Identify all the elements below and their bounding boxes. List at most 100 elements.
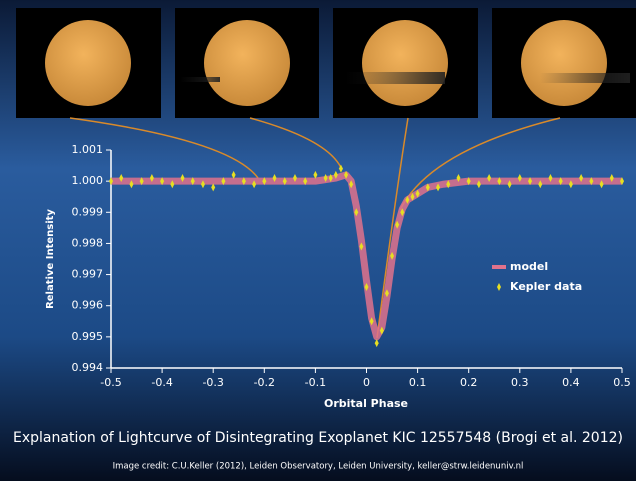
- y-tick-label: 0.996: [72, 299, 104, 312]
- data-point: [446, 180, 451, 189]
- star: [45, 20, 131, 106]
- data-point: [129, 180, 134, 189]
- data-point: [568, 180, 573, 189]
- credit: Image credit: C.U.Keller (2012), Leiden …: [113, 462, 524, 472]
- data-point: [487, 174, 492, 183]
- data-point: [200, 180, 205, 189]
- data-point: [292, 174, 297, 183]
- data-point: [211, 183, 216, 192]
- x-tick-label: 0.2: [460, 376, 478, 389]
- data-point: [374, 339, 379, 348]
- data-point: [328, 174, 333, 183]
- data-point: [466, 177, 471, 186]
- illustrations: [16, 8, 636, 339]
- data-point: [139, 177, 144, 186]
- connector: [376, 117, 409, 339]
- legend-swatch: [497, 283, 501, 291]
- data-point: [384, 289, 389, 298]
- connector: [249, 117, 343, 171]
- y-tick-label: 0.994: [72, 361, 104, 374]
- x-tick-label: 0: [363, 376, 370, 389]
- x-tick-label: 0.1: [409, 376, 427, 389]
- data-point: [589, 177, 594, 186]
- x-tick-label: -0.3: [202, 376, 223, 389]
- connectors: [69, 117, 561, 339]
- y-tick-label: 0.997: [72, 268, 104, 281]
- data-point: [364, 283, 369, 292]
- x-axis-label: Orbital Phase: [324, 397, 408, 410]
- data-point: [241, 177, 246, 186]
- data-point: [252, 180, 257, 189]
- data-point: [497, 177, 502, 186]
- data-point: [349, 180, 354, 189]
- dust-tail: [345, 72, 445, 84]
- data-point: [338, 164, 343, 173]
- y-tick-label: 1.001: [72, 143, 104, 156]
- y-tick-label: 0.998: [72, 236, 104, 249]
- x-tick-label: -0.5: [100, 376, 121, 389]
- plot: 1.001 1.000 0.999 0.998 0.997 0.996 0.995 0.994…: [72, 143, 631, 389]
- data-point: [109, 177, 113, 186]
- legend-label: Kepler data: [510, 280, 582, 293]
- data-point: [579, 174, 584, 183]
- data-point: [170, 180, 175, 189]
- data-point: [359, 242, 364, 251]
- data-point: [538, 180, 543, 189]
- data-point: [272, 174, 277, 183]
- data-point: [548, 174, 553, 183]
- data-point: [517, 174, 522, 183]
- x-tick-label: -0.1: [305, 376, 326, 389]
- x-tick-label: -0.2: [254, 376, 275, 389]
- data-point: [313, 170, 318, 179]
- data-point: [609, 174, 614, 183]
- x-tick-label: 0.4: [562, 376, 580, 389]
- data-point: [620, 177, 624, 186]
- y-tick-label: 0.999: [72, 205, 104, 218]
- star: [204, 20, 290, 106]
- data-point: [221, 177, 226, 186]
- star: [521, 20, 607, 106]
- data-point: [558, 177, 563, 186]
- data-point: [119, 174, 124, 183]
- data-point: [369, 317, 374, 326]
- data-point: [599, 180, 604, 189]
- caption: Explanation of Lightcurve of Disintegrat…: [13, 430, 623, 446]
- data-point: [333, 170, 338, 179]
- x-tick-label: 0.3: [511, 376, 529, 389]
- data-point: [425, 183, 430, 192]
- dust-tail: [180, 77, 220, 82]
- x-tick-label: -0.4: [151, 376, 172, 389]
- y-tick-label: 0.995: [72, 330, 104, 343]
- data-point: [528, 177, 533, 186]
- x-tick-label: 0.5: [613, 376, 631, 389]
- data-point: [323, 174, 328, 183]
- data-point: [344, 170, 349, 179]
- data-point: [400, 208, 405, 217]
- data-point: [390, 251, 395, 260]
- y-axis-label: Relative Intensity: [45, 209, 56, 309]
- data-point: [303, 177, 308, 186]
- data-point: [410, 192, 415, 201]
- y-tick-label: 1.000: [72, 174, 104, 187]
- star: [362, 20, 448, 106]
- data-point: [190, 177, 195, 186]
- dust-tail: [540, 73, 630, 83]
- data-point: [415, 189, 420, 198]
- data-point: [149, 174, 154, 183]
- data-point: [180, 174, 185, 183]
- data-point: [405, 195, 410, 204]
- data-point: [507, 180, 512, 189]
- data-point: [456, 174, 461, 183]
- data-point: [231, 170, 236, 179]
- data-point: [282, 177, 287, 186]
- data-point: [354, 208, 359, 217]
- data-point: [262, 177, 267, 186]
- legend-label: model: [510, 260, 548, 273]
- connector: [69, 117, 259, 179]
- data-point: [476, 180, 481, 189]
- data-point: [160, 177, 165, 186]
- data-point: [395, 220, 400, 229]
- data-point: [379, 326, 384, 335]
- data-point: [436, 183, 441, 192]
